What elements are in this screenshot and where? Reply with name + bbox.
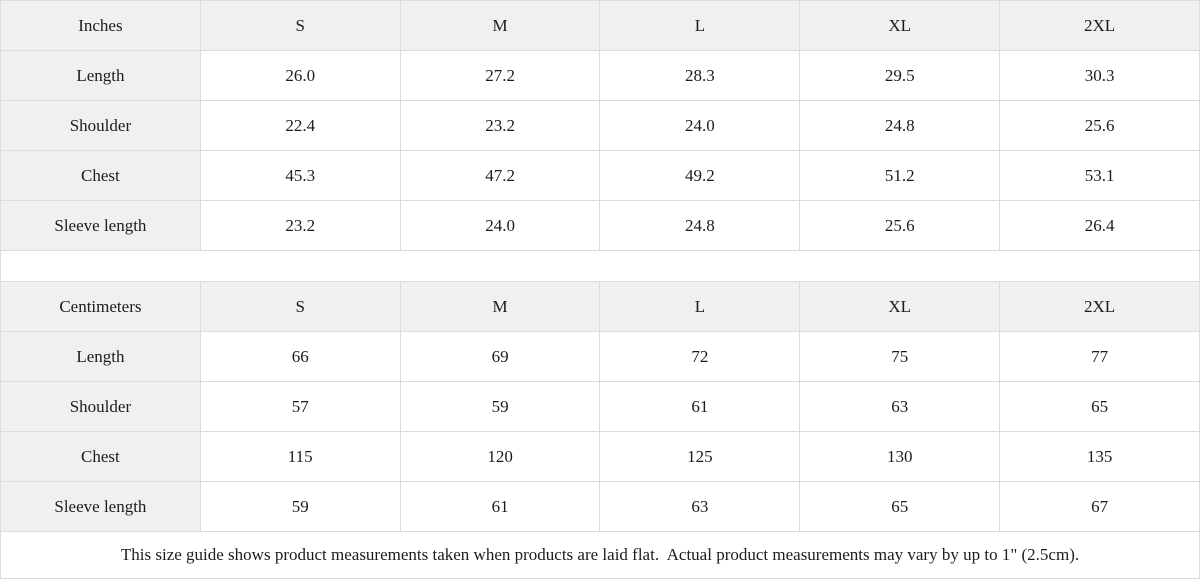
inches-sleeve-row: Sleeve length 23.2 24.0 24.8 25.6 26.4 xyxy=(0,200,1200,251)
measurement-value-cell: 115 xyxy=(199,431,401,482)
measurement-value-cell: 59 xyxy=(399,381,601,432)
size-header-m: M xyxy=(399,281,601,332)
size-header-s: S xyxy=(199,281,401,332)
centimeters-sleeve-row: Sleeve length 59 61 63 65 67 xyxy=(0,481,1200,532)
measurement-value-cell: 66 xyxy=(199,331,401,382)
measurement-value-cell: 61 xyxy=(399,481,601,532)
measurement-value-cell: 59 xyxy=(199,481,401,532)
size-header-m: M xyxy=(399,0,601,51)
measurement-label-cell: Length xyxy=(0,50,201,101)
unit-header-inches: Inches xyxy=(0,0,201,51)
measurement-value-cell: 135 xyxy=(999,431,1200,482)
measurement-value-cell: 45.3 xyxy=(199,150,401,201)
measurement-label-cell: Sleeve length xyxy=(0,481,201,532)
measurement-value-cell: 24.0 xyxy=(399,200,601,251)
centimeters-chest-row: Chest 115 120 125 130 135 xyxy=(0,431,1200,482)
measurement-value-cell: 53.1 xyxy=(999,150,1200,201)
footer-note: This size guide shows product measuremen… xyxy=(0,531,1200,579)
measurement-value-cell: 49.2 xyxy=(599,150,801,201)
measurement-label-cell: Shoulder xyxy=(0,381,201,432)
measurement-value-cell: 63 xyxy=(599,481,801,532)
measurement-value-cell: 30.3 xyxy=(999,50,1200,101)
centimeters-length-row: Length 66 69 72 75 77 xyxy=(0,331,1200,382)
measurement-label-cell: Chest xyxy=(0,150,201,201)
measurement-value-cell: 120 xyxy=(399,431,601,482)
measurement-value-cell: 67 xyxy=(999,481,1200,532)
size-header-s: S xyxy=(199,0,401,51)
centimeters-header-row: Centimeters S M L XL 2XL xyxy=(0,281,1200,332)
measurement-value-cell: 51.2 xyxy=(799,150,1001,201)
measurement-value-cell: 22.4 xyxy=(199,100,401,151)
measurement-value-cell: 23.2 xyxy=(399,100,601,151)
measurement-value-cell: 47.2 xyxy=(399,150,601,201)
measurement-value-cell: 77 xyxy=(999,331,1200,382)
section-spacer-row xyxy=(0,250,1200,282)
measurement-value-cell: 24.8 xyxy=(599,200,801,251)
size-header-xl: XL xyxy=(799,281,1001,332)
footer-note-row: This size guide shows product measuremen… xyxy=(0,531,1200,579)
size-header-l: L xyxy=(599,281,801,332)
measurement-value-cell: 69 xyxy=(399,331,601,382)
measurement-value-cell: 130 xyxy=(799,431,1001,482)
measurement-value-cell: 65 xyxy=(999,381,1200,432)
size-header-xl: XL xyxy=(799,0,1001,51)
measurement-value-cell: 72 xyxy=(599,331,801,382)
measurement-value-cell: 25.6 xyxy=(999,100,1200,151)
measurement-value-cell: 25.6 xyxy=(799,200,1001,251)
measurement-value-cell: 24.0 xyxy=(599,100,801,151)
size-header-l: L xyxy=(599,0,801,51)
section-spacer-cell xyxy=(0,250,1200,282)
measurement-label-cell: Length xyxy=(0,331,201,382)
size-header-2xl: 2XL xyxy=(999,281,1200,332)
measurement-value-cell: 23.2 xyxy=(199,200,401,251)
measurement-value-cell: 61 xyxy=(599,381,801,432)
measurement-value-cell: 125 xyxy=(599,431,801,482)
measurement-value-cell: 57 xyxy=(199,381,401,432)
unit-header-centimeters: Centimeters xyxy=(0,281,201,332)
measurement-value-cell: 65 xyxy=(799,481,1001,532)
measurement-label-cell: Shoulder xyxy=(0,100,201,151)
measurement-label-cell: Chest xyxy=(0,431,201,482)
measurement-value-cell: 28.3 xyxy=(599,50,801,101)
inches-length-row: Length 26.0 27.2 28.3 29.5 30.3 xyxy=(0,50,1200,101)
measurement-value-cell: 63 xyxy=(799,381,1001,432)
inches-header-row: Inches S M L XL 2XL xyxy=(0,0,1200,51)
measurement-value-cell: 26.4 xyxy=(999,200,1200,251)
inches-shoulder-row: Shoulder 22.4 23.2 24.0 24.8 25.6 xyxy=(0,100,1200,151)
measurement-value-cell: 29.5 xyxy=(799,50,1001,101)
measurement-value-cell: 27.2 xyxy=(399,50,601,101)
size-header-2xl: 2XL xyxy=(999,0,1200,51)
measurement-value-cell: 75 xyxy=(799,331,1001,382)
measurement-value-cell: 26.0 xyxy=(199,50,401,101)
inches-chest-row: Chest 45.3 47.2 49.2 51.2 53.1 xyxy=(0,150,1200,201)
centimeters-shoulder-row: Shoulder 57 59 61 63 65 xyxy=(0,381,1200,432)
measurement-value-cell: 24.8 xyxy=(799,100,1001,151)
measurement-label-cell: Sleeve length xyxy=(0,200,201,251)
